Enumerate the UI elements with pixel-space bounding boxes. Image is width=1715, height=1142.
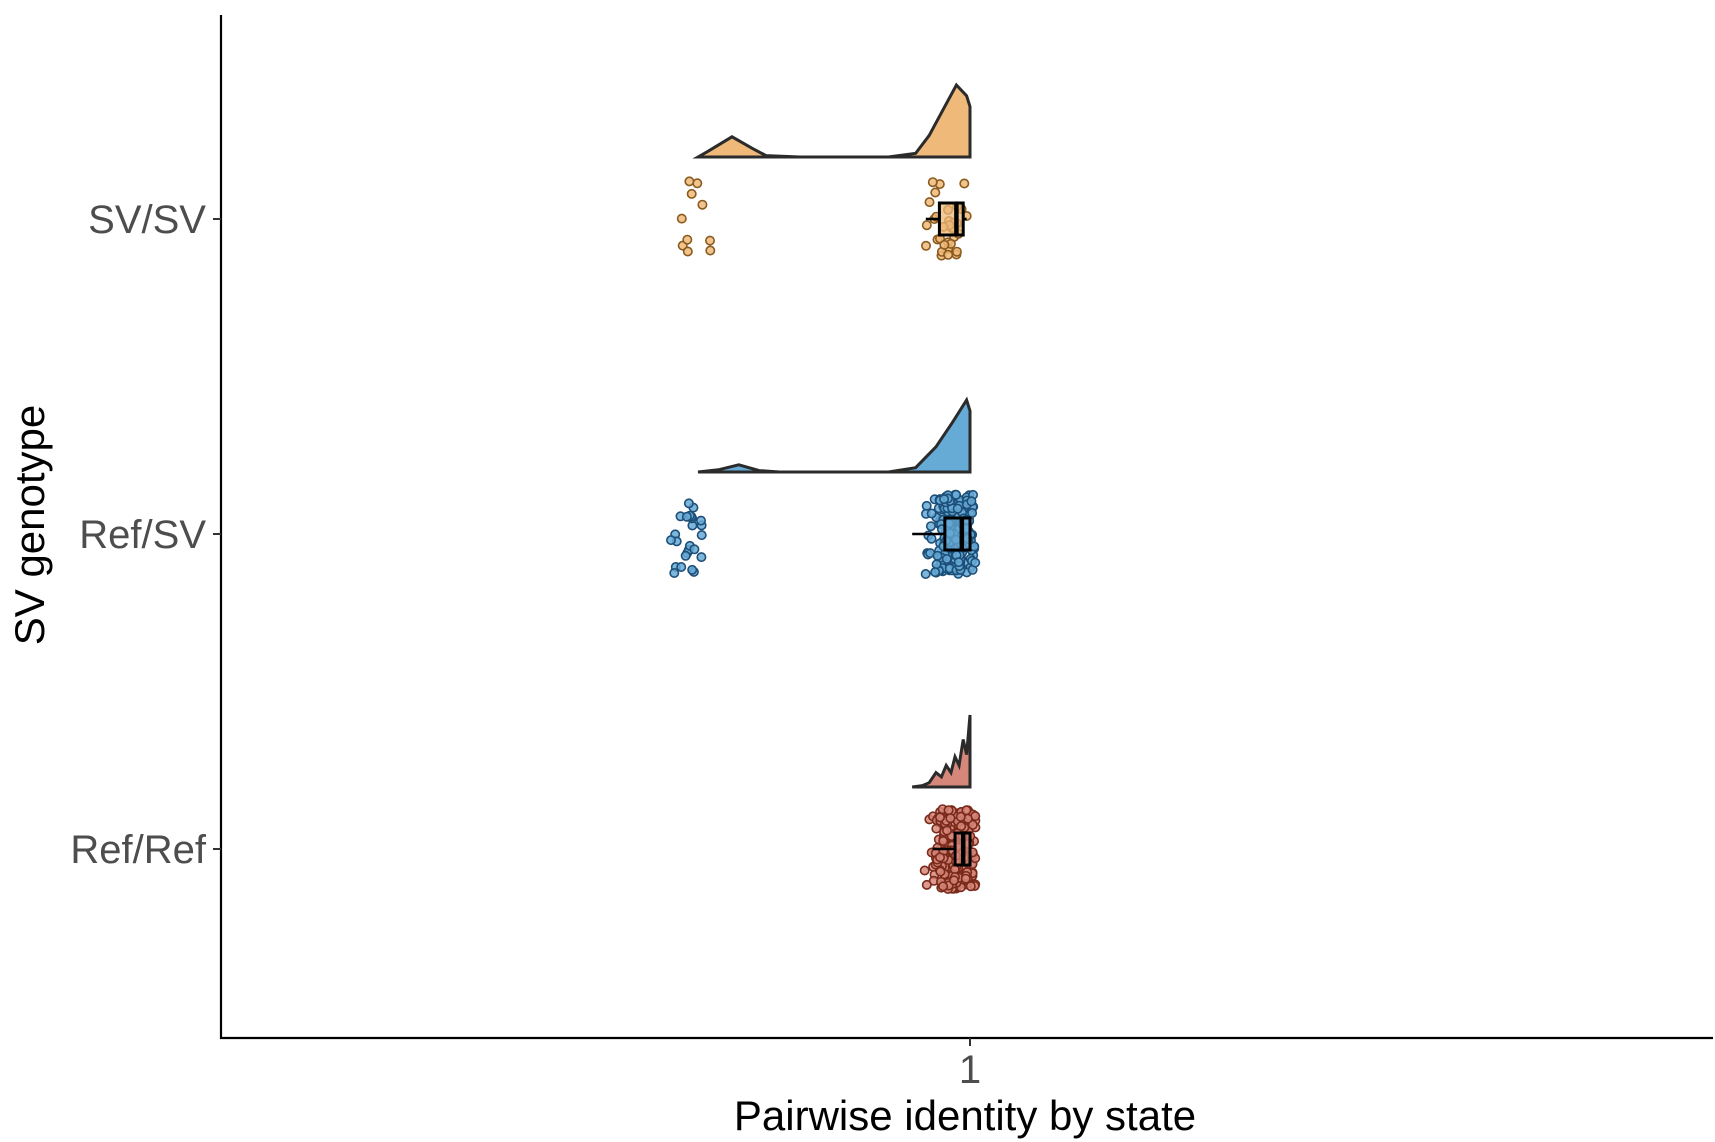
data-point <box>941 825 952 836</box>
data-point <box>921 879 932 890</box>
data-point <box>965 881 976 892</box>
data-point <box>704 235 715 246</box>
data-point <box>935 866 946 877</box>
plot-area <box>665 82 981 894</box>
data-point <box>967 507 978 518</box>
density-curve <box>911 714 972 789</box>
data-point <box>948 875 959 886</box>
data-point <box>684 176 695 187</box>
data-point <box>934 852 945 863</box>
data-point <box>945 813 956 824</box>
data-point <box>926 533 937 544</box>
density-curve <box>692 82 972 159</box>
data-point <box>683 498 694 509</box>
data-point <box>697 199 708 210</box>
x-tick-label: 1 <box>959 1048 981 1092</box>
data-point <box>959 178 970 189</box>
data-point <box>696 530 707 541</box>
group-sv-sv <box>676 82 972 261</box>
data-point <box>920 568 931 579</box>
data-point <box>682 234 693 245</box>
box-iqr <box>937 201 965 237</box>
y-tick-label: SV/SV <box>88 198 206 242</box>
data-point <box>952 503 963 514</box>
data-point <box>956 821 967 832</box>
x-axis-ticks: 1 <box>959 1038 981 1092</box>
data-point <box>926 508 937 519</box>
y-axis-title: SV genotype <box>6 405 53 646</box>
data-point <box>943 805 954 816</box>
data-point <box>930 187 941 198</box>
data-point <box>939 239 950 250</box>
x-axis-title: Pairwise identity by state <box>734 1092 1196 1139</box>
data-point <box>676 213 687 224</box>
data-point <box>939 494 950 505</box>
data-point <box>682 246 693 257</box>
group-ref-ref <box>911 714 981 894</box>
data-point <box>921 500 932 511</box>
data-point <box>932 550 943 561</box>
data-point <box>919 865 930 876</box>
data-point <box>943 249 954 260</box>
data-point <box>927 177 938 188</box>
data-point <box>687 564 698 575</box>
data-point <box>941 553 952 564</box>
data-point <box>938 881 949 892</box>
data-point <box>960 873 971 884</box>
data-point <box>924 197 935 208</box>
y-tick-label: Ref/Ref <box>70 828 206 872</box>
data-point <box>938 835 949 846</box>
data-point <box>695 515 706 526</box>
data-point <box>953 557 964 568</box>
data-point <box>921 220 932 231</box>
data-point <box>680 550 691 561</box>
density-curve <box>697 396 972 474</box>
data-point <box>705 245 716 256</box>
data-point <box>931 823 942 834</box>
y-tick-label: Ref/SV <box>79 513 206 557</box>
data-point <box>669 567 680 578</box>
box-iqr <box>943 516 972 552</box>
data-point <box>930 567 941 578</box>
data-point <box>970 557 981 568</box>
data-point <box>951 246 962 257</box>
data-point <box>686 188 697 199</box>
data-point <box>966 496 977 507</box>
data-point <box>665 535 676 546</box>
data-point <box>920 240 931 251</box>
data-point <box>692 178 703 189</box>
y-axis-ticks: SV/SV Ref/SV Ref/Ref <box>70 198 221 872</box>
data-point <box>925 521 936 532</box>
data-point <box>681 511 692 522</box>
group-ref-sv <box>665 396 981 579</box>
data-point <box>955 811 966 822</box>
data-point <box>934 812 945 823</box>
data-point <box>696 552 707 563</box>
data-point <box>676 561 687 572</box>
data-point <box>689 544 700 555</box>
